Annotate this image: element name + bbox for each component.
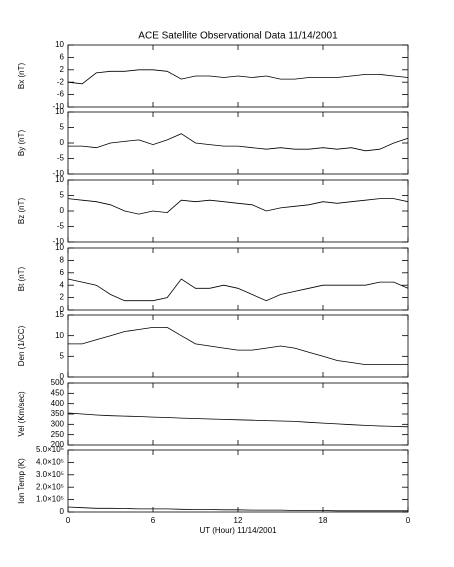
y-tick-label: 15: [55, 310, 64, 319]
y-tick-label: 4.0×10⁵: [36, 458, 64, 467]
data-line: [67, 412, 409, 428]
y-tick-label: -5: [57, 154, 65, 163]
panel-frame: [67, 247, 409, 311]
x-tick-label: 12: [234, 516, 243, 525]
y-tick-label: 400: [51, 399, 65, 408]
y-tick-label: 4: [60, 280, 65, 289]
y-tick-label: 200: [51, 440, 65, 449]
x-axis-label: UT (Hour) 11/14/2001: [199, 526, 277, 535]
y-tick-label: 0: [60, 305, 65, 314]
x-tick-label: 0: [66, 516, 71, 525]
panel-frame: [67, 382, 409, 446]
y-tick-label: 350: [51, 409, 65, 418]
y-tick-label: 0: [60, 138, 65, 147]
y-tick-label: 5: [60, 123, 65, 132]
y-tick-label: 8: [60, 256, 65, 265]
y-tick-label: 10: [55, 175, 64, 184]
y-tick-label: -10: [52, 237, 64, 246]
y-tick-label: 10: [55, 331, 64, 340]
y-tick-label: 10: [55, 40, 64, 49]
y-tick-label: 2.0×10⁵: [36, 482, 64, 491]
y-tick-label: -10: [52, 169, 64, 178]
y-tick-label: 0: [60, 206, 65, 215]
x-tick-label: 0: [406, 516, 411, 525]
y-axis-label: By (nT): [17, 130, 26, 157]
data-line: [67, 278, 409, 302]
y-tick-label: -2: [57, 77, 65, 86]
y-tick-label: 0: [60, 372, 65, 381]
y-tick-label: 0: [60, 507, 65, 516]
y-axis-label: Bt (nT): [17, 266, 26, 291]
y-tick-label: 450: [51, 388, 65, 397]
y-tick-label: 2: [60, 293, 65, 302]
y-tick-label: 10: [55, 243, 64, 252]
panel-frame: [67, 449, 409, 513]
y-tick-label: 6: [60, 53, 65, 62]
y-tick-label: -5: [57, 222, 65, 231]
x-tick-label: 18: [319, 516, 328, 525]
y-axis-label: Den (1/CC): [17, 325, 26, 366]
y-tick-label: -6: [57, 90, 65, 99]
x-tick-label: 6: [151, 516, 156, 525]
y-tick-label: 10: [55, 107, 64, 116]
panel-frame: [67, 179, 409, 243]
chart-title: ACE Satellite Observational Data 11/14/2…: [138, 31, 338, 42]
y-tick-label: 6: [60, 268, 65, 277]
y-tick-label: 500: [51, 378, 65, 387]
y-tick-label: 1.0×10⁵: [36, 495, 64, 504]
data-line: [67, 506, 408, 512]
y-tick-label: 5.0×10⁵: [36, 445, 64, 454]
y-tick-label: 250: [51, 430, 65, 439]
data-line: [67, 69, 409, 85]
y-axis-label: Vel (Km/sec): [17, 391, 26, 437]
y-tick-label: 2: [60, 65, 65, 74]
y-axis-label: Ion Temp (K): [17, 458, 26, 504]
y-tick-label: 5: [60, 351, 65, 360]
y-tick-label: 3.0×10⁵: [36, 470, 64, 479]
data-line: [67, 198, 409, 215]
panel-frame: [67, 111, 409, 175]
data-line: [68, 133, 409, 152]
panel-frame: [67, 314, 409, 378]
y-axis-label: Bz (nT): [17, 198, 26, 225]
y-tick-label: -10: [52, 102, 64, 111]
y-tick-label: 300: [51, 419, 65, 428]
y-axis-label: Bx (nT): [17, 63, 26, 90]
data-line: [68, 327, 408, 365]
y-tick-label: 5: [60, 191, 65, 200]
